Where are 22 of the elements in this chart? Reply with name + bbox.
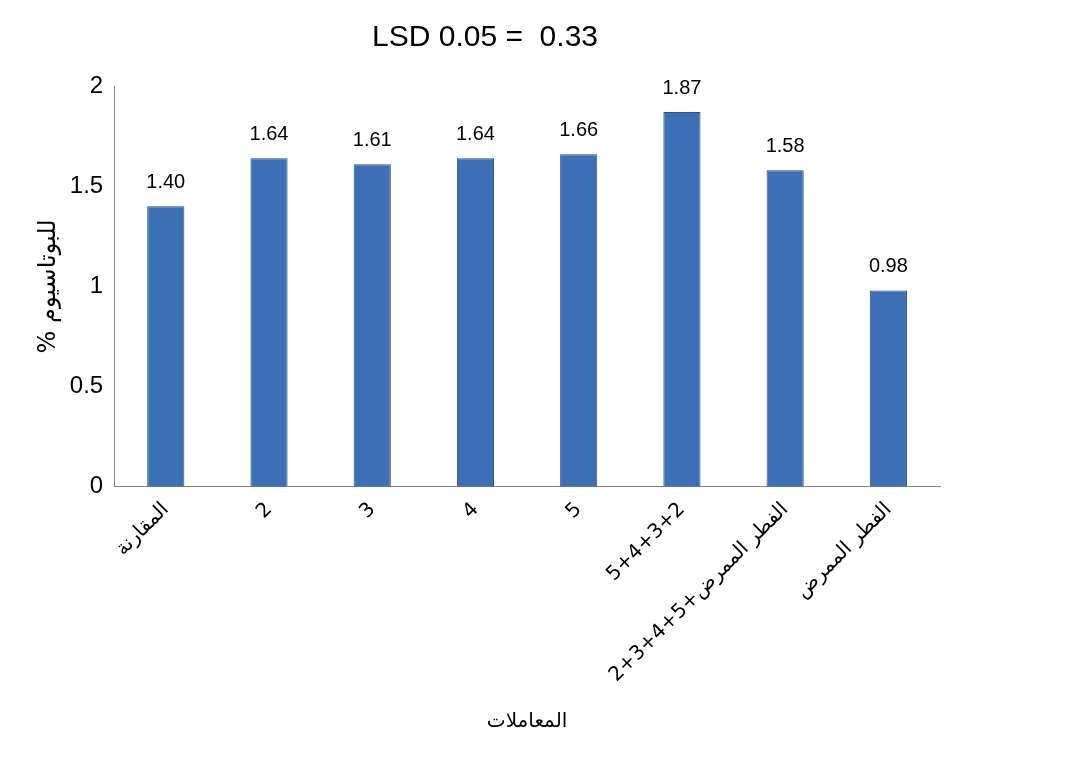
x-tick-label: 3 — [353, 496, 380, 523]
y-tick-label: 1 — [89, 271, 104, 299]
chart-title: LSD 0.05 = 0.33 — [372, 19, 598, 53]
y-tick-label: 1.5 — [69, 170, 104, 198]
y-tick-label: 0.5 — [69, 371, 104, 399]
data-label: 0.98 — [868, 253, 908, 276]
x-tick-label: 5 — [559, 496, 586, 523]
data-label: 1.40 — [146, 169, 186, 192]
data-label: 1.64 — [456, 121, 495, 144]
data-label: 1.61 — [352, 127, 392, 150]
x-tick-label: المقارنة — [109, 496, 173, 560]
y-tick-label: 0 — [89, 471, 104, 499]
data-label: 1.58 — [765, 133, 805, 156]
data-label: 1.87 — [662, 75, 702, 98]
x-tick-label: 2 — [250, 496, 277, 523]
y-tick-label: 2 — [89, 70, 104, 98]
x-axis-title: المعاملات — [486, 708, 568, 733]
x-tick-label: 4 — [456, 496, 483, 523]
y-axis-title: % للبوتاسيوم — [32, 219, 61, 354]
data-label: 1.64 — [249, 121, 289, 144]
data-label: 1.66 — [559, 117, 599, 140]
x-tick-label: الفطر الممرض — [789, 496, 896, 603]
